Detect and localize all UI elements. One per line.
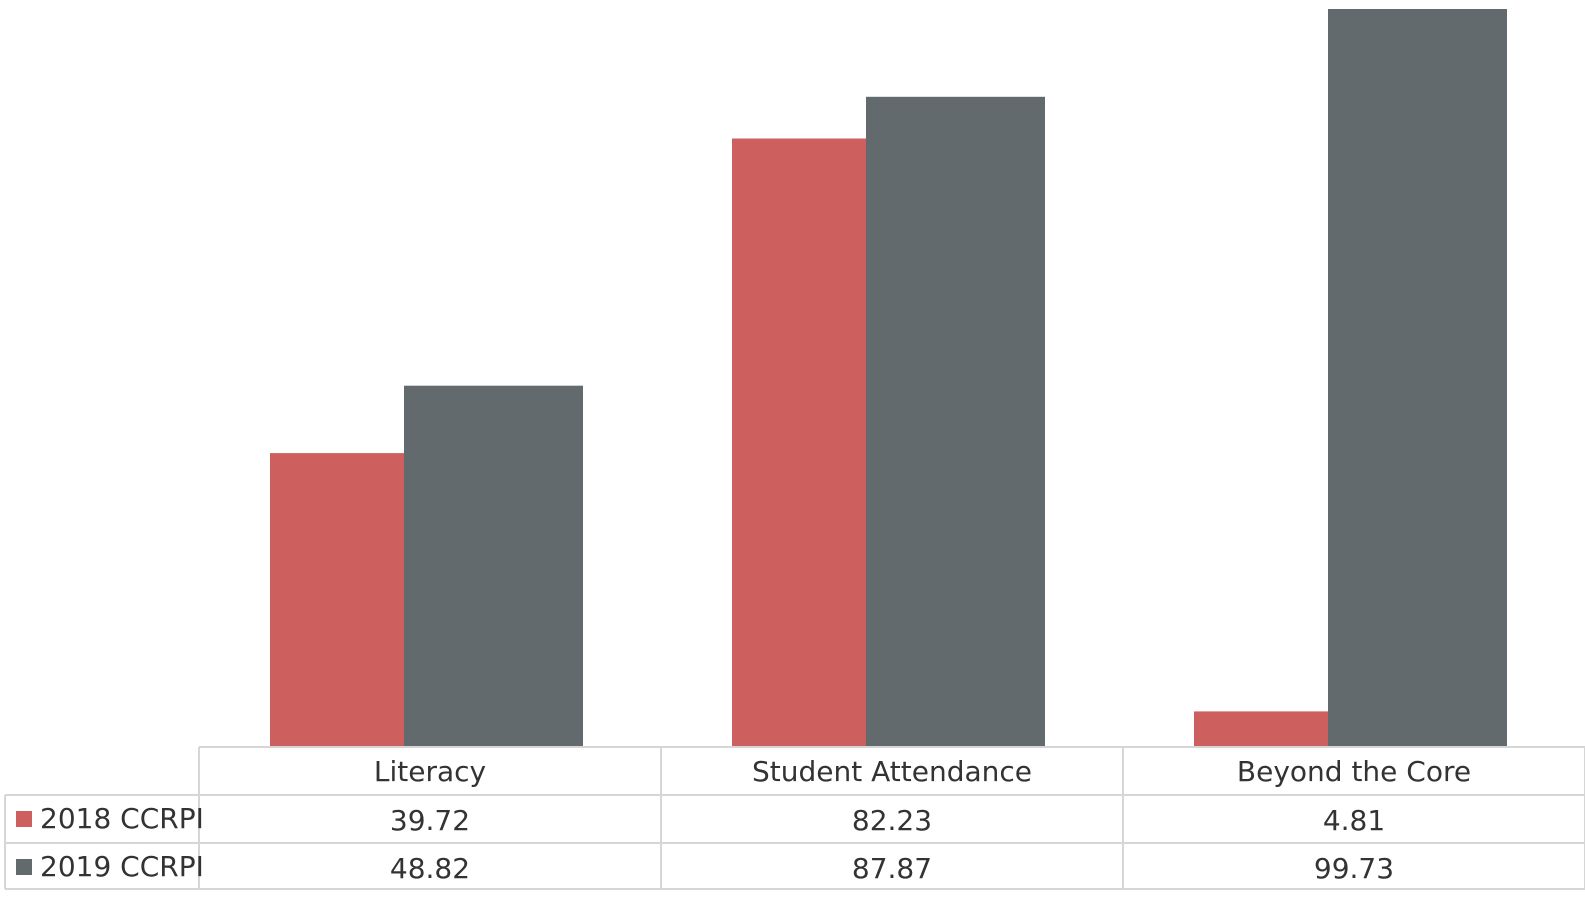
legend-label: 2019 CCRPI	[40, 850, 204, 883]
legend-swatch	[16, 811, 32, 827]
category-label: Literacy	[374, 755, 486, 788]
legend-label: 2018 CCRPI	[40, 802, 204, 835]
value-label: 87.87	[852, 852, 932, 885]
value-label: 48.82	[390, 852, 470, 885]
value-label: 99.73	[1314, 852, 1394, 885]
category-label: Student Attendance	[752, 755, 1032, 788]
data-table: Literacy Student Attendance Beyond the Cor…	[4, 746, 1585, 890]
value-label: 39.72	[390, 804, 470, 837]
legend-swatch	[16, 859, 32, 875]
value-label: 82.23	[852, 804, 932, 837]
category-label: Beyond the Core	[1237, 755, 1471, 788]
bars-layer	[270, 9, 1507, 748]
bar-2019-ccrpi-beyond-the-core	[1328, 9, 1507, 747]
bar-2018-ccrpi-student-attendance	[732, 138, 866, 747]
bar-2019-ccrpi-literacy	[404, 385, 583, 747]
bar-2018-ccrpi-beyond-the-core	[1194, 711, 1328, 747]
bar-2018-ccrpi-literacy	[270, 453, 404, 747]
value-label: 4.81	[1323, 804, 1385, 837]
bar-2019-ccrpi-student-attendance	[866, 96, 1045, 748]
